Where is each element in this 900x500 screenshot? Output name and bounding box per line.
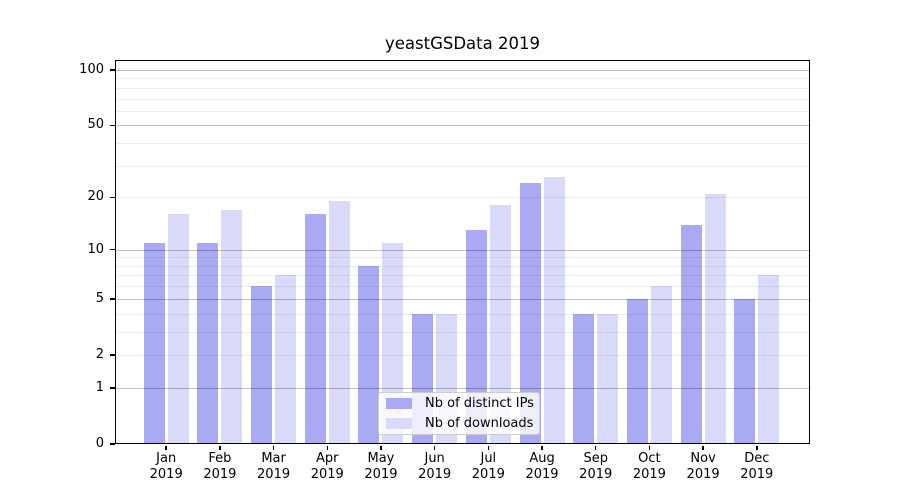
y-tick-label: 2: [95, 346, 104, 362]
bar-distinct-ips-nov: [680, 224, 702, 444]
gridline-minor: [115, 354, 810, 356]
gridline-minor: [115, 313, 810, 315]
x-tick-label: Mar 2019: [257, 451, 291, 482]
y-tick-label: 10: [87, 241, 104, 257]
x-tick-label: Nov 2019: [686, 451, 720, 482]
gridline-major: [115, 387, 810, 389]
y-tick-label: 100: [79, 62, 104, 77]
chart-title: yeastGSData 2019: [385, 34, 540, 53]
y-tick-mark: [110, 443, 115, 445]
bar-distinct-ips-sep: [573, 313, 595, 444]
x-tick-label: May 2019: [364, 451, 398, 482]
bar-downloads-mar: [275, 275, 297, 444]
legend-swatch-downloads: [386, 418, 412, 429]
bar-distinct-ips-jul: [465, 230, 487, 444]
x-tick-mark: [756, 445, 758, 450]
x-tick-label: Dec 2019: [740, 451, 774, 482]
x-tick-mark: [272, 445, 275, 450]
x-tick-mark: [380, 445, 382, 450]
x-tick-mark: [433, 445, 436, 450]
x-tick-label: Apr 2019: [310, 451, 344, 482]
y-tick-mark: [110, 248, 115, 251]
x-tick-label: Oct 2019: [632, 451, 666, 482]
gridline-major: [115, 70, 810, 71]
bar-downloads-dec: [758, 275, 780, 444]
y-tick-label: 1: [95, 379, 104, 395]
bar-distinct-ips-apr: [304, 214, 326, 444]
bar-distinct-ips-mar: [251, 286, 273, 444]
gridline-minor: [115, 257, 810, 259]
bar-downloads-oct: [650, 286, 672, 444]
gridline-minor: [115, 275, 810, 277]
y-tick-label: 50: [87, 117, 104, 133]
gridline-major: [115, 298, 810, 300]
x-tick-mark: [219, 445, 221, 450]
x-tick-label: Sep 2019: [579, 451, 613, 482]
bar-distinct-ips-aug: [519, 183, 541, 444]
gridline-minor: [115, 265, 810, 267]
bar-distinct-ips-dec: [734, 298, 756, 444]
y-tick-label: 0: [95, 436, 104, 451]
bar-distinct-ips-jan: [143, 242, 165, 444]
legend-item-distinct-ips: Nb of distinct IPs: [379, 395, 539, 413]
y-tick-mark: [110, 124, 115, 127]
y-tick-mark: [110, 354, 115, 356]
gridline-minor: [115, 87, 810, 89]
y-tick-mark: [110, 387, 115, 389]
x-tick-mark: [648, 445, 651, 450]
bar-downloads-nov: [704, 193, 726, 444]
y-tick-mark: [110, 196, 115, 199]
legend-label-downloads: Nb of downloads: [425, 415, 534, 431]
bar-distinct-ips-oct: [626, 298, 648, 444]
x-tick-mark: [326, 445, 329, 450]
bar-downloads-feb: [221, 209, 243, 444]
x-tick-mark: [165, 445, 167, 450]
x-tick-mark: [487, 445, 490, 450]
legend-label-distinct-ips: Nb of distinct IPs: [425, 395, 534, 411]
bar-downloads-jul: [489, 205, 511, 444]
y-tick-label: 5: [95, 290, 104, 306]
gridline-minor: [115, 98, 810, 100]
x-tick-label: Jun 2019: [418, 451, 452, 482]
y-tick-label: 20: [87, 189, 104, 205]
x-tick-mark: [541, 445, 543, 450]
gridline-minor: [115, 197, 810, 199]
legend: Nb of distinct IPs Nb of downloads: [378, 392, 540, 435]
x-tick-mark: [702, 445, 704, 450]
bar-downloads-sep: [597, 313, 619, 444]
bar-downloads-apr: [328, 201, 350, 444]
gridline-major: [115, 249, 810, 251]
gridline-minor: [115, 331, 810, 333]
y-tick-mark: [110, 69, 115, 71]
gridline-minor: [115, 110, 810, 112]
gridline-minor: [115, 78, 810, 80]
bar-distinct-ips-may: [358, 265, 380, 444]
gridline-minor: [115, 143, 810, 145]
gridline-minor: [115, 286, 810, 288]
x-tick-label: Jul 2019: [471, 451, 505, 482]
legend-swatch-distinct-ips: [386, 398, 412, 409]
x-tick-label: Jan 2019: [149, 451, 183, 482]
bar-downloads-jan: [167, 214, 189, 444]
plot-area: [115, 60, 810, 444]
x-tick-label: Aug 2019: [525, 451, 559, 482]
legend-item-downloads: Nb of downloads: [379, 415, 539, 433]
x-tick-label: Feb 2019: [203, 451, 237, 482]
y-tick-mark: [110, 298, 115, 300]
bar-distinct-ips-feb: [197, 242, 219, 444]
bar-downloads-aug: [543, 176, 565, 444]
gridline-minor: [115, 165, 810, 167]
x-tick-mark: [594, 445, 597, 450]
gridline-major: [115, 125, 810, 127]
